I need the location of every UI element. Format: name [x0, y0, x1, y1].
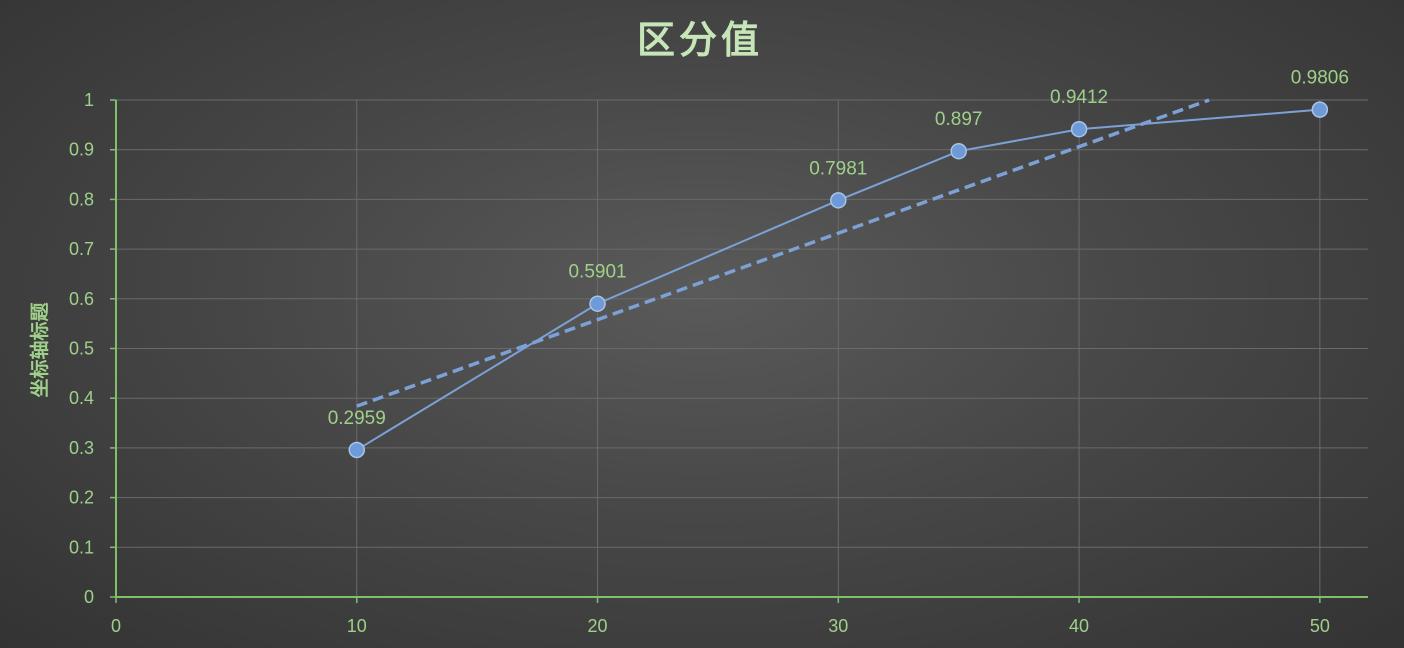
y-tick-label: 1 — [84, 90, 94, 110]
y-tick-label: 0.9 — [69, 140, 94, 160]
chart-title: 区分值 — [637, 18, 763, 62]
data-label: 0.9412 — [1050, 87, 1108, 108]
x-tick-label: 20 — [588, 616, 608, 636]
y-tick-label: 0.6 — [69, 289, 94, 309]
trendline-linear — [356, 98, 1210, 408]
data-label: 0.2959 — [328, 408, 386, 429]
series-line — [356, 108, 1320, 451]
data-label: 0.5901 — [568, 262, 626, 283]
data-point — [1311, 101, 1329, 118]
data-point — [830, 192, 847, 209]
data-label: 0.897 — [935, 109, 983, 130]
data-point — [950, 142, 967, 160]
data-label: 0.7981 — [809, 158, 867, 179]
x-tick-label: 50 — [1310, 616, 1330, 636]
y-tick-label: 0.4 — [69, 388, 94, 408]
y-tick-label: 0.8 — [69, 189, 94, 209]
y-axis-title: 坐标轴标题 — [28, 302, 51, 397]
y-tick-label: 0.3 — [69, 438, 94, 458]
x-tick-label: 0 — [111, 616, 121, 636]
data-point — [348, 441, 366, 459]
y-tick-label: 0.1 — [69, 537, 94, 557]
y-tick-label: 0.2 — [69, 488, 94, 508]
data-point — [589, 295, 606, 312]
data-label: 0.9806 — [1291, 68, 1349, 89]
trendline — [356, 98, 1210, 408]
data-labels: 0.2959 0.5901 0.7981 0.897 0.9412 0.9806 — [328, 68, 1349, 429]
axes: 00.10.20.30.40.50.60.70.80.910 10 20 30 40 50 — [69, 90, 1368, 636]
x-tick-label: 40 — [1069, 616, 1089, 636]
series — [348, 101, 1329, 459]
gridlines — [116, 99, 1368, 597]
x-tick-label: 10 — [347, 616, 367, 636]
y-tick-label: 0 — [84, 587, 94, 607]
y-tick-label: 0.7 — [69, 239, 94, 259]
x-tick-label: 30 — [828, 616, 848, 636]
data-point — [1070, 120, 1088, 138]
y-tick-label: 0.5 — [69, 339, 94, 359]
